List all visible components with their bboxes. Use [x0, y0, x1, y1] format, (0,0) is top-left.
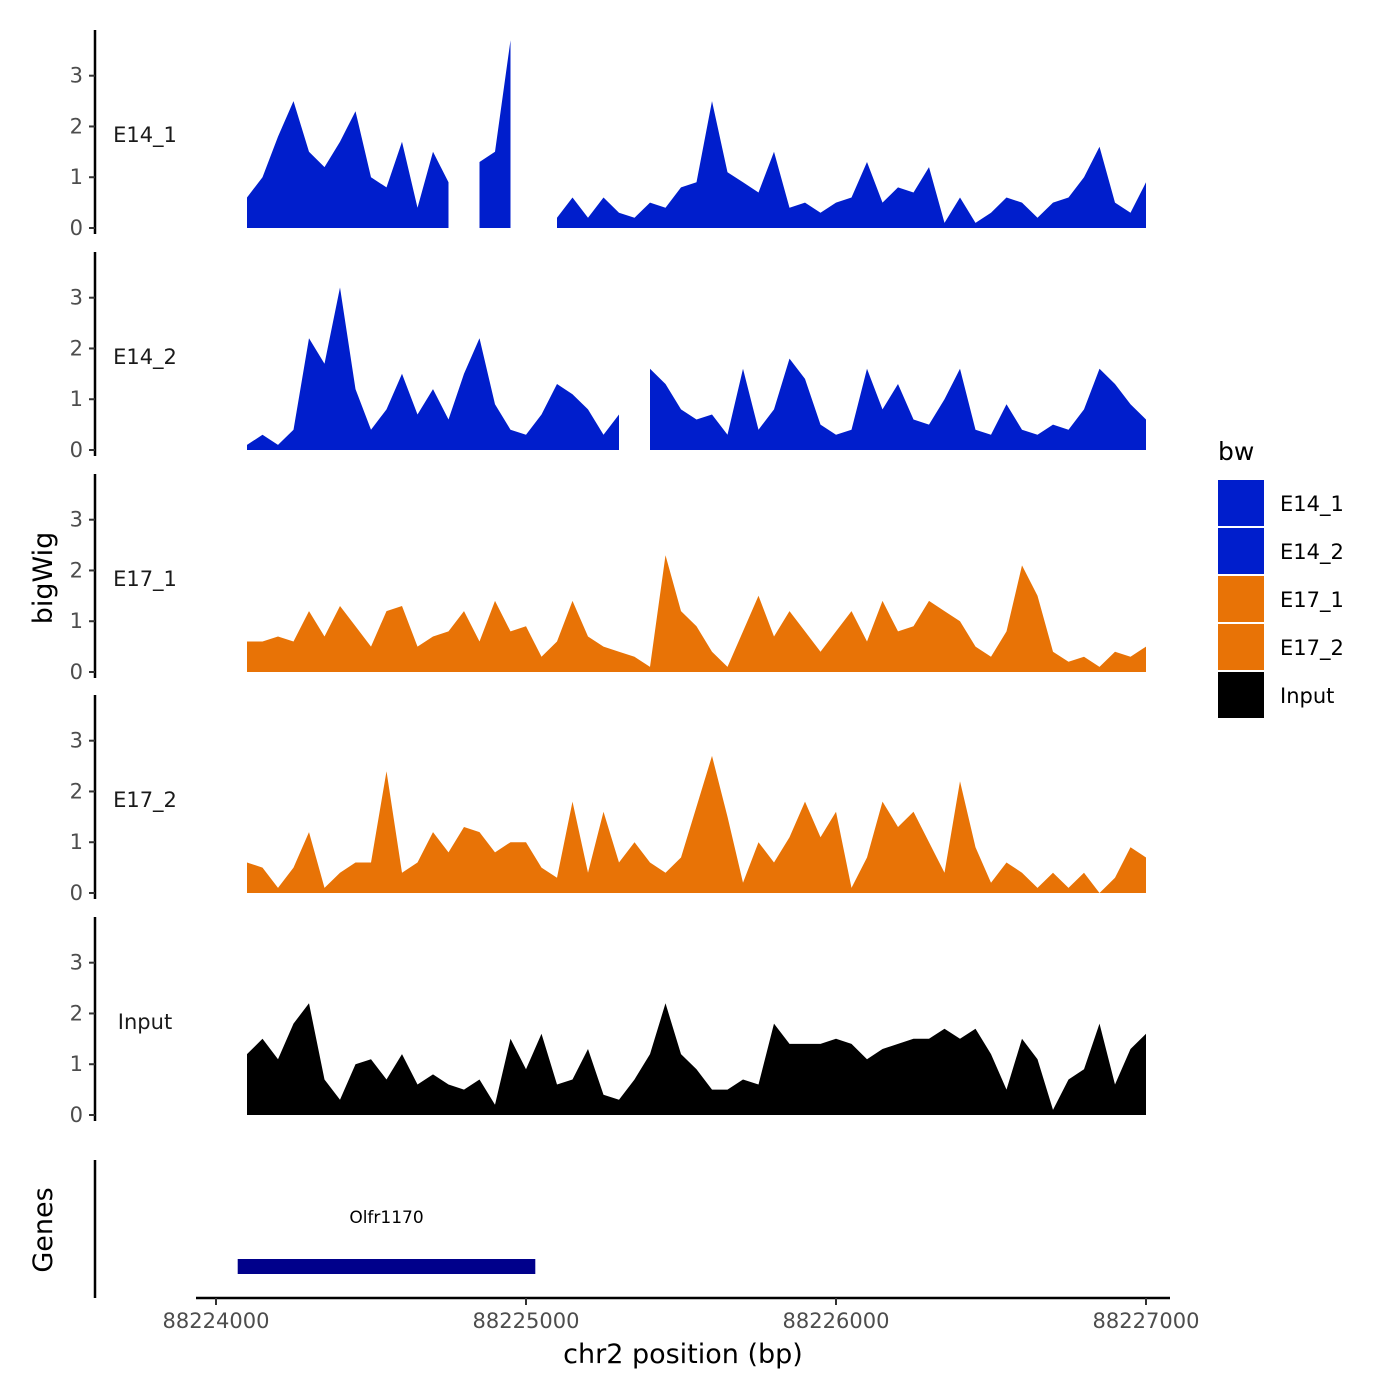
y-tick-label: 2 [70, 558, 83, 582]
track-label: E17_1 [113, 567, 177, 592]
legend-swatch [1218, 576, 1264, 622]
track-label: E14_1 [113, 123, 177, 148]
coverage-area-E14_1 [247, 101, 449, 228]
y-tick-label: 3 [70, 729, 83, 753]
legend-label: E14_2 [1280, 540, 1344, 565]
legend-swatch [1218, 624, 1264, 670]
track-panel-E14_2: 0 1 2 3 E14_2 [70, 252, 1146, 462]
x-axis-title: chr2 position (bp) [563, 1339, 803, 1370]
track-panel-Input: 0 1 2 3 Input [70, 917, 1146, 1127]
coverage-area-E17_2 [247, 755, 1146, 893]
legend: bw E14_1 E14_2 E17_1 E17_2 Input [1218, 437, 1344, 718]
legend-title: bw [1218, 437, 1254, 466]
y-tick-label: 1 [70, 609, 83, 633]
y-tick-label: 2 [70, 779, 83, 803]
coverage-area-E14_1 [557, 101, 1146, 228]
legend-label: E17_1 [1280, 588, 1344, 613]
legend-label: Input [1280, 684, 1334, 708]
y-tick-label: 1 [70, 1052, 83, 1076]
x-axis: 88224000 88225000 88226000 88227000 [163, 1296, 1200, 1333]
bigwig-tracks: 0 1 2 3 E14_1 0 1 2 3 E14_2 0 1 2 3 E17_1 0 1 2 3 E17_2 0 1 2 3… [70, 30, 1146, 1127]
y-tick-label: 0 [70, 660, 83, 684]
x-tick-label: 88225000 [473, 1309, 580, 1333]
y-tick-label: 0 [70, 881, 83, 905]
coverage-area-E14_2 [650, 358, 1146, 450]
y-tick-label: 2 [70, 1001, 83, 1025]
track-label: E14_2 [113, 345, 177, 370]
legend-swatch [1218, 480, 1264, 526]
coverage-area-E14_1 [479, 40, 511, 229]
legend-swatch [1218, 528, 1264, 574]
coverage-area-E14_2 [247, 287, 619, 450]
y-tick-label: 3 [70, 286, 83, 310]
y-tick-label: 2 [70, 114, 83, 138]
y-tick-label: 0 [70, 1103, 83, 1127]
y-tick-label: 3 [70, 64, 83, 88]
coverage-area-E17_1 [247, 555, 1146, 672]
y-tick-label: 1 [70, 830, 83, 854]
x-tick-label: 88226000 [783, 1309, 890, 1333]
track-label: Input [118, 1010, 172, 1034]
legend-label: E14_1 [1280, 492, 1344, 517]
y-tick-label: 1 [70, 387, 83, 411]
x-tick-label: 88227000 [1093, 1309, 1200, 1333]
gene-body [237, 1259, 536, 1274]
y-axis-title: bigWig [28, 532, 59, 625]
gene-name: Olfr1170 [349, 1208, 423, 1228]
coverage-area-Input [247, 1003, 1146, 1115]
track-label: E17_2 [113, 788, 177, 813]
legend-swatch [1218, 672, 1264, 718]
gene-track: Olfr1170 [93, 1160, 536, 1298]
y-tick-label: 3 [70, 508, 83, 532]
y-tick-label: 0 [70, 438, 83, 462]
track-panel-E14_1: 0 1 2 3 E14_1 [70, 30, 1146, 240]
y-tick-label: 3 [70, 951, 83, 975]
gene-track-title: Genes [28, 1187, 59, 1272]
track-panel-E17_1: 0 1 2 3 E17_1 [70, 474, 1146, 684]
x-tick-label: 88224000 [163, 1309, 270, 1333]
legend-label: E17_2 [1280, 636, 1344, 661]
y-tick-label: 1 [70, 165, 83, 189]
y-tick-label: 0 [70, 216, 83, 240]
y-tick-label: 2 [70, 336, 83, 360]
track-panel-E17_2: 0 1 2 3 E17_2 [70, 695, 1146, 905]
